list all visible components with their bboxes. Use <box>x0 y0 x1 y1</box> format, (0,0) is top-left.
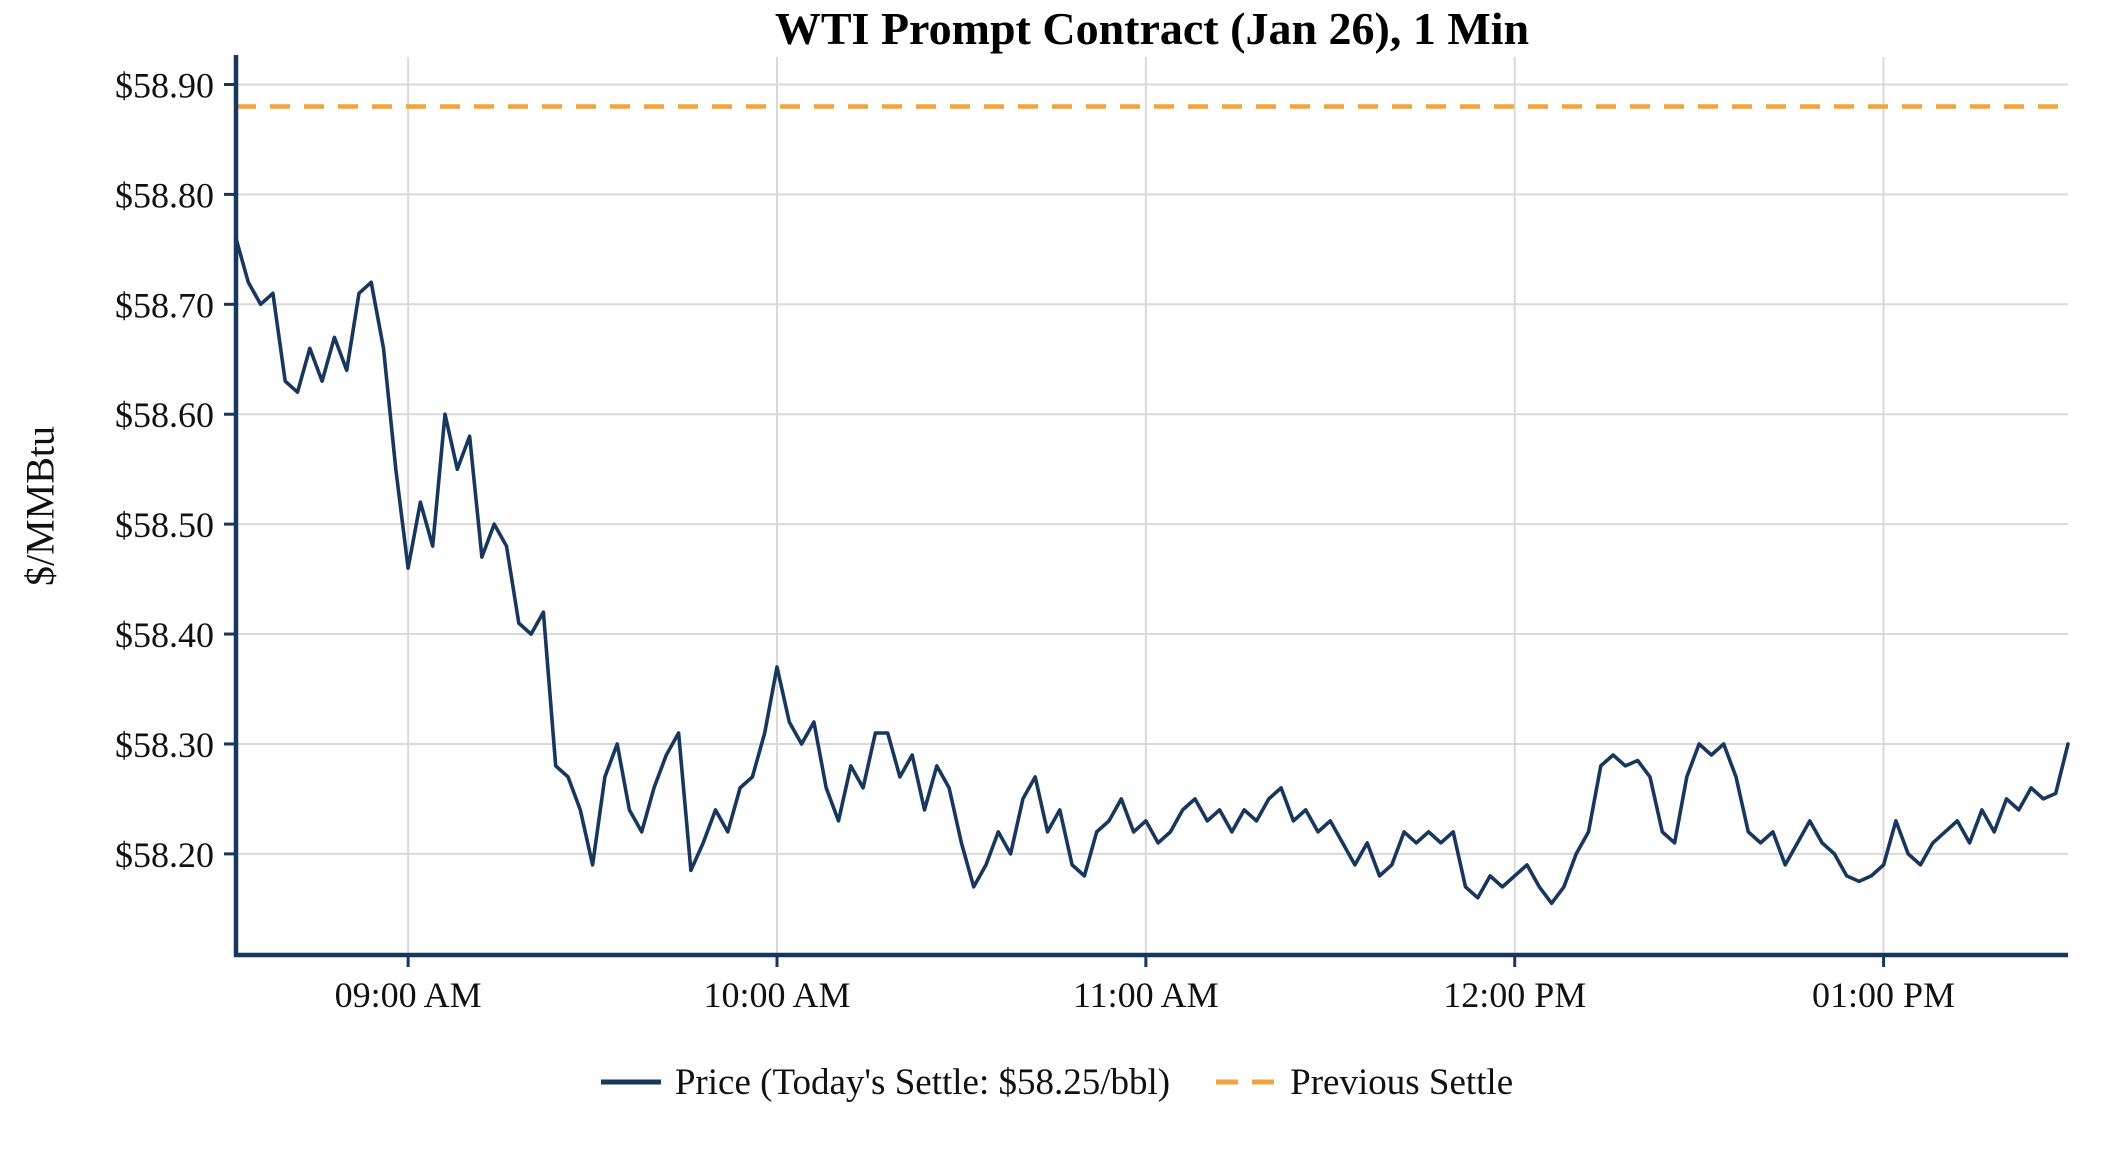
x-tick-label: 11:00 AM <box>1073 975 1219 1015</box>
legend-item-previous-settle: Previous Settle <box>1214 1061 1513 1104</box>
y-tick-label: $58.90 <box>115 65 214 105</box>
price-line-swatch <box>600 1079 661 1085</box>
x-tick-label: 12:00 PM <box>1443 975 1586 1015</box>
y-tick-label: $58.50 <box>115 505 214 545</box>
x-tick-label: 01:00 PM <box>1812 975 1955 1015</box>
y-tick-label: $58.40 <box>115 615 214 655</box>
y-tick-label: $58.30 <box>115 725 214 765</box>
x-tick-label: 10:00 AM <box>703 975 850 1015</box>
legend-label-previous-settle: Previous Settle <box>1290 1061 1514 1103</box>
y-tick-label: $58.20 <box>115 835 214 875</box>
y-tick-label: $58.70 <box>115 285 214 325</box>
y-tick-label: $58.60 <box>115 395 214 435</box>
y-tick-label: $58.80 <box>115 175 214 215</box>
x-tick-label: 09:00 AM <box>335 975 482 1015</box>
legend-label-price: Price (Today's Settle: $58.25/bbl) <box>674 1061 1171 1103</box>
previous-settle-line-swatch <box>1216 1079 1277 1085</box>
chart-legend: Price (Today's Settle: $58.25/bbl) Previ… <box>0 1052 2112 1112</box>
chart-title: WTI Prompt Contract (Jan 26), 1 Min <box>774 3 1530 54</box>
price-line <box>234 236 2070 906</box>
legend-item-price: Price (Today's Settle: $58.25/bbl) <box>599 1061 1170 1104</box>
